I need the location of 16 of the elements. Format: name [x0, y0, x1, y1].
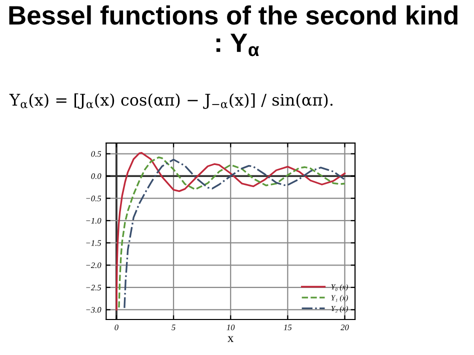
x-tick-label: 20	[340, 324, 349, 330]
x-tick-label: 10	[226, 324, 235, 330]
y-tick-label: −2.0	[86, 262, 102, 268]
y-tick-label: −1.0	[86, 218, 102, 224]
y-tick-label: 0.0	[91, 173, 102, 180]
y-tick-label: 0.5	[91, 151, 102, 157]
y-tick-label: −1.5	[86, 240, 102, 246]
x-tick-label: 5	[172, 324, 176, 330]
y-tick-label: −0.5	[86, 196, 102, 202]
y-tick-label: −2.5	[86, 284, 102, 290]
x-tick-label: 15	[284, 324, 292, 330]
chart-title: Bessel functions of the second kind : Y$_{α}$	[9, 5, 458, 56]
text: Y$_{α}$(x) = [J$_{α}$(x) cos(απ) − J$_{−α}$(x)] / sin(απ).	[9, 93, 333, 109]
x-axis-title: x	[228, 336, 234, 342]
y-tick-label: −3.0	[86, 307, 102, 313]
x-tick-label: 0	[114, 324, 118, 330]
